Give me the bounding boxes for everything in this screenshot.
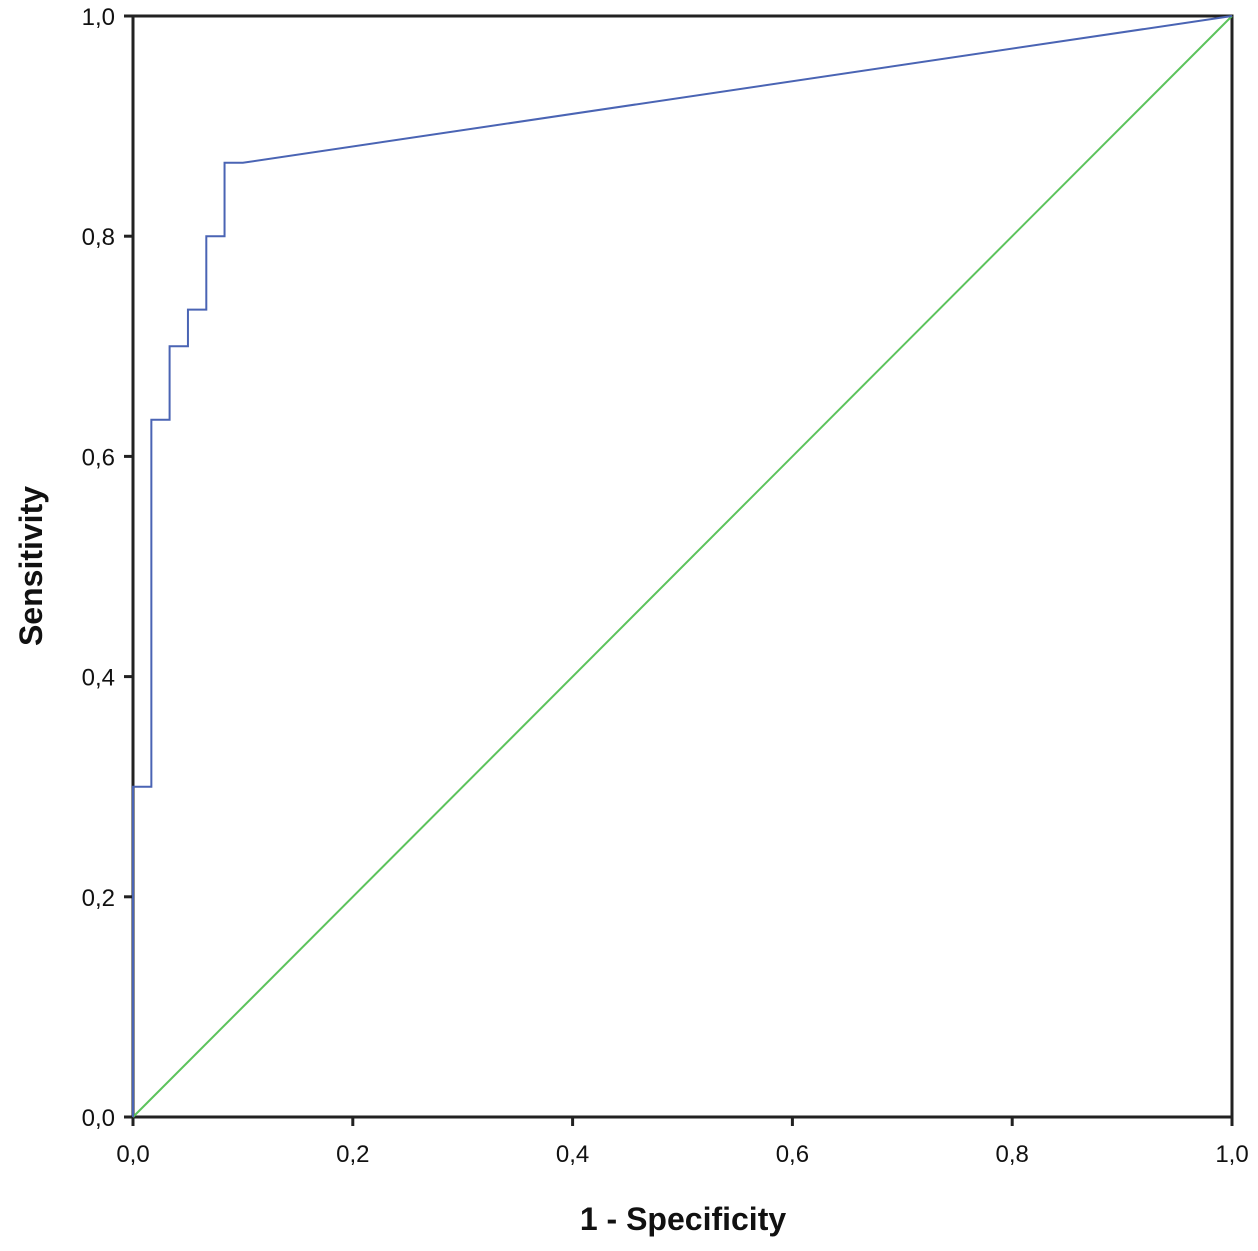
y-tick-label: 0,8 [82,224,115,251]
y-tick-label: 0,6 [82,444,115,471]
x-tick-label: 0,0 [116,1141,149,1168]
x-tick-label: 0,2 [336,1141,369,1168]
reference-diagonal-line [132,15,1233,1118]
y-tick-label: 0,0 [82,1105,115,1132]
x-tick-label: 0,8 [996,1141,1029,1168]
roc-curve-line [132,15,1233,1117]
y-tick-label: 1,0 [82,4,115,31]
x-tick-label: 1,0 [1215,1141,1248,1168]
y-tick-label: 0,4 [82,665,115,692]
y-tick-label: 0,2 [82,885,115,912]
y-axis-label: Sensitivity [13,486,49,646]
x-tick-label: 0,4 [556,1141,589,1168]
plot-frame [131,14,1234,1119]
x-axis-label: 1 - Specificity [580,1201,787,1237]
x-tick-label: 0,6 [776,1141,809,1168]
